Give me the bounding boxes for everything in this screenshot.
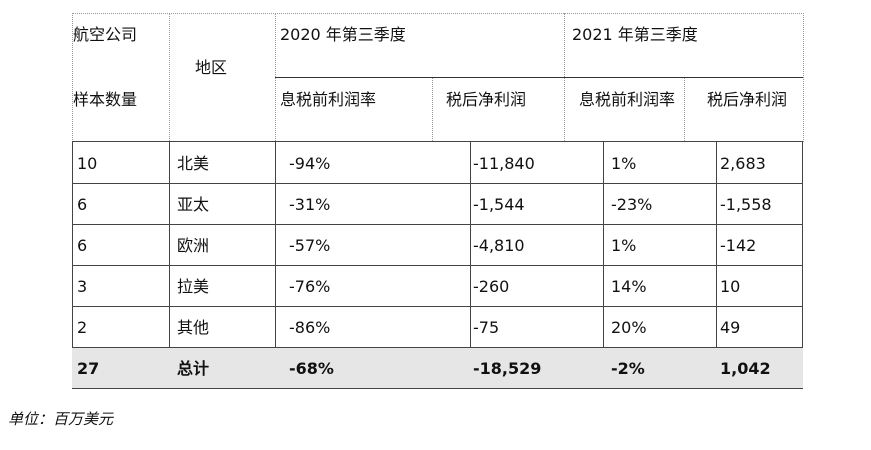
unit-note: 单位：百万美元 — [8, 410, 114, 428]
sample-count: 3 — [77, 277, 88, 296]
sample-count: 2 — [77, 318, 88, 337]
net-profit-2020: -260 — [473, 277, 510, 296]
ebit-margin-2021: 20% — [611, 318, 647, 337]
total-ebit-margin-2020: -68% — [289, 359, 334, 378]
ebit-margin-2020: -57% — [289, 236, 331, 255]
total-count: 27 — [77, 359, 100, 378]
ebit-margin-2021: 1% — [611, 154, 637, 173]
net-profit-2020: -4,810 — [473, 236, 525, 255]
total-net-profit-2020: -18,529 — [473, 359, 542, 378]
sample-count: 6 — [77, 236, 88, 255]
region: 其他 — [177, 318, 210, 337]
net-profit-2021: 2,683 — [720, 154, 766, 173]
ebit-margin-2021: 1% — [611, 236, 637, 255]
total-label: 总计 — [177, 359, 210, 378]
table-row: 3 拉美 -76% -260 14% 10 — [72, 266, 803, 306]
ebit-margin-2021-label: 息税前利润率 — [579, 90, 676, 109]
header-divider — [684, 77, 685, 141]
region-label: 地区 — [195, 58, 228, 77]
total-ebit-margin-2021: -2% — [611, 359, 645, 378]
net-profit-2021: -1,558 — [720, 195, 772, 214]
table-row: 10 北美 -94% -11,840 1% 2,683 — [72, 143, 803, 183]
table-header — [72, 13, 804, 142]
table-row: 2 其他 -86% -75 20% 49 — [72, 307, 803, 347]
region: 拉美 — [177, 277, 210, 296]
region: 亚太 — [177, 195, 210, 214]
header-divider — [169, 13, 170, 141]
ebit-margin-2020-label: 息税前利润率 — [280, 90, 377, 109]
net-profit-2021: 49 — [720, 318, 741, 337]
region: 欧洲 — [177, 236, 210, 255]
net-profit-2020: -75 — [473, 318, 500, 337]
ebit-margin-2020: -76% — [289, 277, 331, 296]
net-profit-2020: -1,544 — [473, 195, 525, 214]
period-2021-label: 2021 年第三季度 — [572, 25, 698, 44]
net-profit-2021: -142 — [720, 236, 757, 255]
net-profit-2021-label: 税后净利润 — [707, 90, 788, 109]
ebit-margin-2020: -86% — [289, 318, 331, 337]
sample-count-label: 样本数量 — [73, 90, 138, 109]
region: 北美 — [177, 154, 210, 173]
ebit-margin-2020: -94% — [289, 154, 331, 173]
table-row: 6 亚太 -31% -1,544 -23% -1,558 — [72, 184, 803, 224]
ebit-margin-2021: -23% — [611, 195, 653, 214]
sample-count: 10 — [77, 154, 98, 173]
period-2020-label: 2020 年第三季度 — [280, 25, 406, 44]
net-profit-2021: 10 — [720, 277, 741, 296]
table-row: 6 欧洲 -57% -4,810 1% -142 — [72, 225, 803, 265]
net-profit-2020: -11,840 — [473, 154, 535, 173]
header-rule — [275, 77, 803, 78]
net-profit-2020-label: 税后净利润 — [446, 90, 527, 109]
ebit-margin-2020: -31% — [289, 195, 331, 214]
ebit-margin-2021: 14% — [611, 277, 647, 296]
body-top-rule — [72, 141, 803, 142]
airline-label: 航空公司 — [73, 25, 138, 44]
table-total-row: 27 总计 -68% -18,529 -2% 1,042 — [72, 348, 803, 388]
total-net-profit-2021: 1,042 — [720, 359, 771, 378]
profit-table: 航空公司 样本数量 地区 2020 年第三季度 2021 年第三季度 息税前利润… — [72, 13, 804, 389]
header-divider — [432, 77, 433, 141]
sample-count: 6 — [77, 195, 88, 214]
